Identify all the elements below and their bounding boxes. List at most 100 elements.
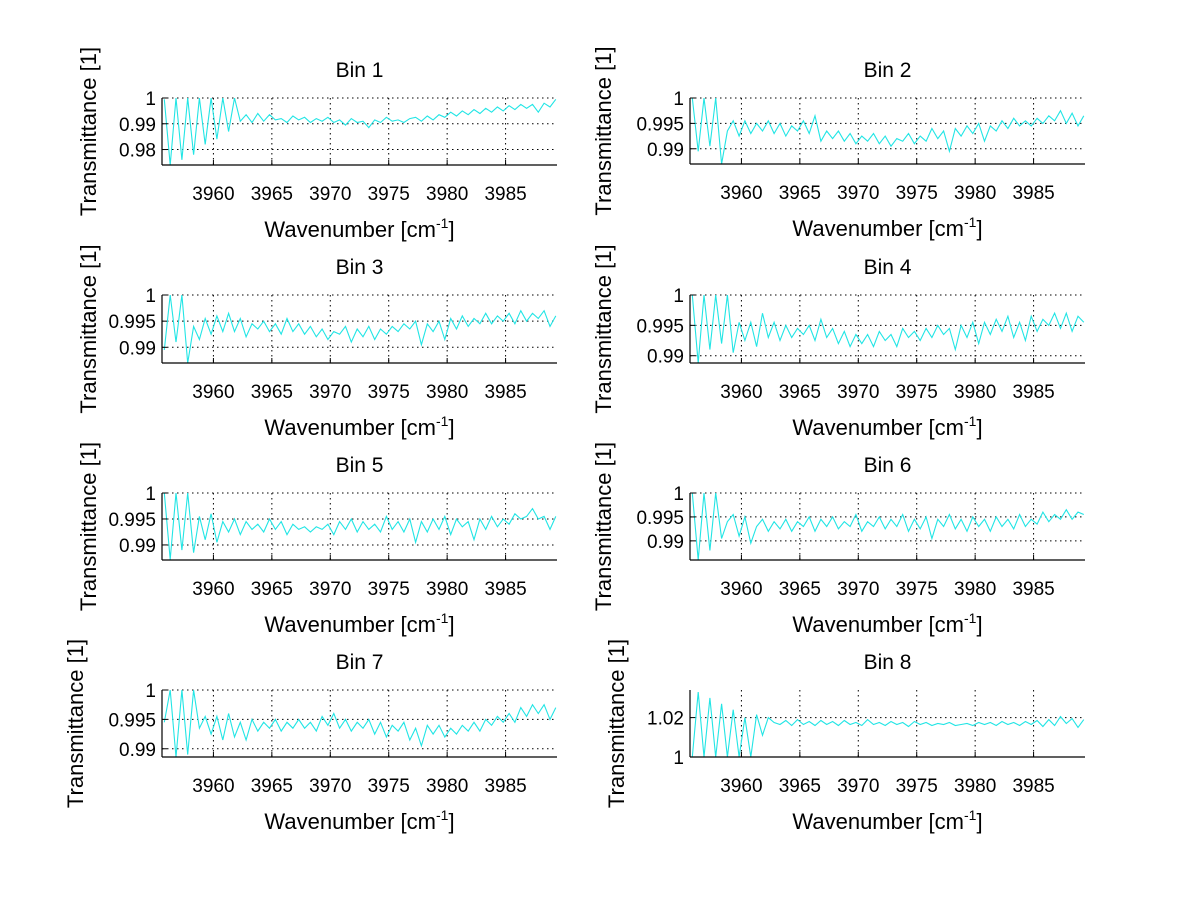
x-tick-label: 3960 (720, 382, 762, 403)
series-line (691, 493, 1085, 560)
subplot-title: Bin 6 (864, 454, 912, 477)
subplot-bin-5: 3960 3965 3970 3975 3980 3985 0.99 0.995 1 Bin 5 W… (76, 442, 557, 637)
y-axis-label: Transmittance [1] (591, 46, 616, 215)
y-tick-label: 0.98 (119, 141, 156, 162)
x-axis-label: Wavenumber [cm-1] (264, 807, 454, 834)
x-tick-label: 3975 (368, 776, 410, 797)
x-axis-label-superscript: -1 (436, 215, 449, 231)
x-tick-label: 3970 (309, 776, 351, 797)
x-tick-label: 3965 (779, 183, 821, 204)
x-axis-label-superscript: -1 (964, 413, 977, 429)
subplot-title: Bin 7 (336, 651, 384, 674)
x-tick-label: 3980 (426, 184, 468, 205)
x-tick-label: 3960 (192, 184, 234, 205)
x-tick-label: 3980 (954, 776, 996, 797)
x-tick-label: 3980 (954, 183, 996, 204)
series-line (691, 691, 1085, 757)
x-tick-label: 3975 (368, 382, 410, 403)
y-tick-label: 0.99 (119, 115, 156, 136)
y-axis-label: Transmittance [1] (604, 639, 629, 808)
subplot-bin-4: 3960 3965 3970 3975 3980 3985 0.99 0.995 1 Bin 4 W… (591, 244, 1085, 440)
y-tick-label: 0.995 (108, 710, 156, 731)
x-tick-label: 3970 (837, 776, 879, 797)
x-axis-label-text: Wavenumber [cm (264, 612, 436, 637)
subplot-title: Bin 4 (864, 256, 912, 279)
subplot-title: Bin 8 (864, 651, 912, 674)
x-tick-label: 3965 (779, 382, 821, 403)
x-tick-label: 3960 (720, 183, 762, 204)
x-tick-label: 3970 (837, 579, 879, 600)
x-axis-label: Wavenumber [cm-1] (792, 807, 982, 834)
x-tick-label: 3985 (1012, 776, 1054, 797)
subplot-title: Bin 1 (336, 59, 384, 82)
subplot-bin-6: 3960 3965 3970 3975 3980 3985 0.99 0.995 1 Bin 6 W… (591, 442, 1085, 637)
y-axis-label: Transmittance [1] (76, 47, 101, 216)
x-tick-label: 3975 (368, 184, 410, 205)
y-tick-label: 0.99 (119, 536, 156, 557)
y-tick-label: 1 (673, 89, 684, 110)
series-line (163, 98, 557, 165)
x-axis-label-text: Wavenumber [cm (792, 415, 964, 440)
x-axis-label-end: ] (976, 809, 982, 834)
y-tick-label: 1 (673, 748, 684, 769)
series-line (691, 98, 1085, 164)
subplot-bin-1: 3960 3965 3970 3975 3980 3985 0.98 0.99 1 Bin 1 Wa… (76, 47, 557, 242)
subplot-bin-3: 3960 3965 3970 3975 3980 3985 0.99 0.995 1 Bin 3 W… (76, 244, 557, 440)
y-tick-label: 0.995 (636, 508, 684, 529)
y-tick-label: 0.995 (108, 312, 156, 333)
x-tick-label: 3980 (426, 382, 468, 403)
y-axis-label: Transmittance [1] (76, 244, 101, 413)
x-axis-label-text: Wavenumber [cm (264, 809, 436, 834)
x-tick-label: 3970 (309, 579, 351, 600)
x-axis-label: Wavenumber [cm-1] (792, 610, 982, 637)
x-tick-label: 3980 (426, 776, 468, 797)
series-line (163, 295, 557, 363)
x-axis-label-end: ] (448, 612, 454, 637)
x-tick-label: 3975 (896, 382, 938, 403)
x-axis-label-superscript: -1 (964, 807, 977, 823)
y-tick-label: 0.995 (636, 114, 684, 135)
x-tick-label: 3970 (309, 382, 351, 403)
x-axis-label: Wavenumber [cm-1] (792, 413, 982, 440)
x-tick-label: 3970 (837, 183, 879, 204)
x-axis-label-text: Wavenumber [cm (264, 217, 436, 242)
y-tick-label: 0.99 (647, 140, 684, 161)
x-axis-label-end: ] (976, 216, 982, 241)
x-tick-label: 3980 (954, 382, 996, 403)
y-tick-label: 0.99 (647, 347, 684, 368)
x-tick-label: 3970 (309, 184, 351, 205)
x-tick-label: 3985 (484, 382, 526, 403)
x-axis-label-superscript: -1 (436, 413, 449, 429)
x-tick-label: 3965 (251, 579, 293, 600)
y-tick-label: 0.995 (636, 316, 684, 337)
y-axis-label: Transmittance [1] (63, 639, 88, 808)
x-axis-label-superscript: -1 (964, 610, 977, 626)
x-axis-label-superscript: -1 (964, 214, 977, 230)
x-tick-label: 3960 (192, 382, 234, 403)
x-tick-label: 3985 (484, 579, 526, 600)
series-line (163, 690, 557, 757)
x-tick-label: 3965 (251, 776, 293, 797)
x-axis-label-end: ] (448, 217, 454, 242)
y-tick-label: 1 (145, 484, 156, 505)
x-tick-label: 3980 (426, 579, 468, 600)
x-axis-label-text: Wavenumber [cm (792, 612, 964, 637)
x-tick-label: 3965 (779, 579, 821, 600)
x-axis-label-text: Wavenumber [cm (792, 216, 964, 241)
x-axis-label: Wavenumber [cm-1] (264, 413, 454, 440)
x-tick-label: 3960 (192, 776, 234, 797)
x-axis-label: Wavenumber [cm-1] (264, 215, 454, 242)
x-tick-label: 3975 (896, 579, 938, 600)
y-tick-label: 1 (673, 286, 684, 307)
y-tick-label: 1 (673, 484, 684, 505)
x-axis-label: Wavenumber [cm-1] (792, 214, 982, 241)
x-tick-label: 3985 (1012, 183, 1054, 204)
x-axis-label-end: ] (976, 612, 982, 637)
x-tick-label: 3980 (954, 579, 996, 600)
x-axis-label-end: ] (448, 415, 454, 440)
x-tick-label: 3985 (1012, 579, 1054, 600)
x-tick-label: 3965 (251, 184, 293, 205)
subplot-title: Bin 5 (336, 454, 384, 477)
x-tick-label: 3970 (837, 382, 879, 403)
